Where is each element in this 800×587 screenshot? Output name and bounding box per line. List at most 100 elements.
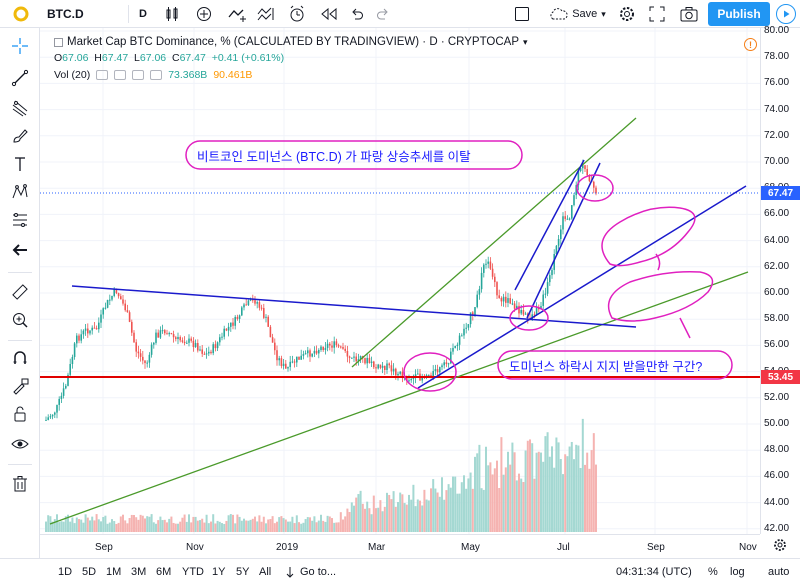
volume-bar [203, 522, 206, 532]
visibility-icon[interactable] [96, 70, 109, 80]
candle-body [98, 322, 100, 330]
collapse-icon[interactable] [54, 37, 63, 47]
goto-icon[interactable] [285, 566, 295, 581]
menu-icon[interactable] [4, 0, 38, 28]
settings-icon[interactable] [114, 70, 127, 80]
layout-icon[interactable] [510, 0, 534, 28]
ruler-icon[interactable] [0, 278, 40, 306]
goto-button[interactable]: Go to... [300, 566, 337, 578]
volume-bar [447, 484, 450, 532]
templates-icon[interactable] [256, 0, 278, 28]
candle-body [329, 343, 331, 346]
more-icon[interactable] [150, 70, 163, 80]
timeframe-button[interactable]: 5Y [236, 566, 250, 578]
volume-bar [502, 474, 505, 532]
alert-icon[interactable] [286, 0, 308, 28]
volume-bar [570, 441, 573, 532]
publish-button[interactable]: Publish [708, 2, 770, 26]
volume-bar [412, 484, 415, 532]
pattern-icon[interactable] [0, 178, 40, 206]
crosshair-icon[interactable] [0, 32, 40, 60]
save-button[interactable]: Save ▾ [542, 0, 612, 28]
interval-button[interactable]: D [139, 8, 147, 20]
timeframe-button[interactable]: 1M [106, 566, 122, 578]
candle-body [139, 353, 142, 357]
brush-icon[interactable] [0, 122, 40, 150]
candle-body [340, 346, 342, 348]
log-toggle[interactable]: log [730, 566, 745, 578]
annotation-text-bottom: 도미넌스 하락시 지지 받을만한 구간? [509, 360, 703, 374]
candle-body [491, 268, 494, 277]
timeframe-button[interactable]: 1Y [212, 566, 226, 578]
volume-bar [238, 516, 241, 532]
close-icon[interactable] [132, 70, 145, 80]
timeframe-button[interactable]: All [259, 566, 272, 578]
play-icon[interactable] [776, 4, 796, 24]
gear-icon[interactable] [616, 0, 638, 28]
magnet-icon[interactable] [0, 344, 40, 372]
candle-body [324, 347, 327, 350]
price-chart[interactable] [40, 28, 760, 534]
percent-toggle[interactable]: % [708, 566, 718, 578]
prediction-icon[interactable] [0, 206, 40, 234]
zoom-in-icon[interactable] [0, 306, 40, 334]
volume-bar [62, 521, 65, 532]
volume-bar [520, 478, 523, 532]
time-axis[interactable] [40, 534, 760, 558]
pitchfork-icon[interactable] [0, 94, 40, 122]
volume-bar [119, 516, 122, 532]
drawing-toolbar [0, 28, 40, 559]
volume-bar [434, 488, 437, 532]
axis-settings-icon[interactable] [773, 538, 787, 555]
time-tick: Sep [95, 542, 113, 553]
trash-icon[interactable] [0, 470, 40, 498]
timeframe-button[interactable]: 6M [156, 566, 172, 578]
volume-bar [430, 488, 432, 532]
undo-icon[interactable] [348, 0, 366, 28]
volume-bars [45, 418, 597, 532]
timeframe-button[interactable]: 3M [131, 566, 147, 578]
volume-bar [115, 523, 118, 532]
timeframe-button[interactable]: 1D [58, 566, 73, 578]
volume-bar [518, 473, 520, 532]
candle-body [82, 330, 85, 335]
volume-value: 73.368B [168, 69, 208, 81]
candle-body [546, 282, 549, 294]
candles-icon[interactable] [162, 0, 182, 28]
warning-icon[interactable]: ! [744, 38, 757, 51]
eye-icon[interactable] [0, 430, 40, 458]
lock-drawings-icon[interactable] [0, 372, 40, 400]
candle-body [447, 363, 450, 365]
timeframe-button[interactable]: 5D [82, 566, 97, 578]
candle-body [564, 216, 566, 219]
redo-icon[interactable] [374, 0, 392, 28]
price-axis[interactable] [760, 28, 800, 534]
auto-toggle[interactable]: auto [768, 566, 790, 578]
volume-bar [60, 521, 63, 532]
candle-body [67, 374, 69, 386]
indicators-icon[interactable] [226, 0, 250, 28]
candle-body [232, 322, 234, 326]
timeframe-button[interactable]: YTD [182, 566, 204, 578]
text-icon[interactable] [0, 150, 40, 178]
replay-icon[interactable] [318, 0, 340, 28]
trend-line-icon[interactable] [0, 64, 40, 92]
save-label: Save [572, 8, 598, 20]
candle-body [375, 367, 377, 369]
candle-body [410, 378, 412, 381]
add-indicator-icon[interactable] [194, 0, 214, 28]
volume-bar [236, 514, 239, 532]
candle-body [535, 307, 538, 315]
fullscreen-icon[interactable] [646, 0, 668, 28]
candle-body [342, 346, 344, 349]
chevron-down-icon[interactable]: ▾ [523, 36, 528, 47]
camera-icon[interactable] [678, 0, 700, 28]
candle-body [353, 356, 355, 358]
candle-body [586, 169, 588, 176]
volume-bar [58, 522, 61, 532]
symbol-search[interactable]: BTC.D [47, 7, 84, 21]
candle-body [269, 326, 272, 338]
candle-body [577, 170, 580, 186]
lock-icon[interactable] [0, 400, 40, 428]
arrow-left-icon[interactable] [0, 236, 40, 264]
